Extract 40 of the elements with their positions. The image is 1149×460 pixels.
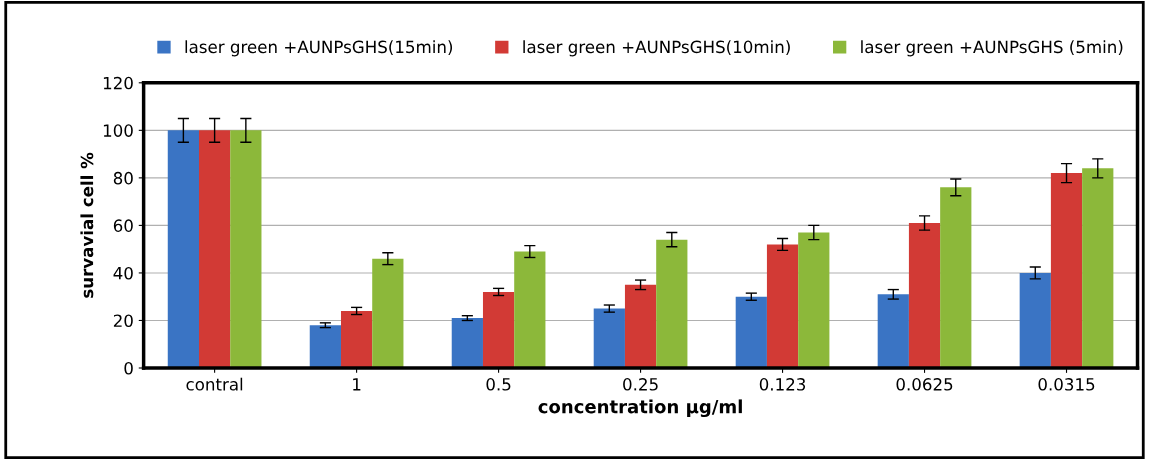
bar	[451, 318, 483, 368]
bar	[167, 130, 199, 368]
x-tick-label: 0.0315	[1038, 378, 1095, 391]
y-tick-label: 120	[103, 76, 133, 90]
bar	[940, 187, 972, 368]
bar	[877, 294, 909, 368]
bar	[735, 296, 767, 368]
bar	[798, 232, 830, 368]
x-tick-label: 0.25	[623, 378, 658, 391]
y-tick-label: 0	[124, 361, 133, 375]
x-tick-label: 0.0625	[896, 378, 953, 391]
bar	[372, 258, 404, 368]
bar	[199, 130, 231, 368]
bar	[593, 308, 625, 368]
legend-label: laser green +AUNPsGHS (5min)	[861, 40, 1123, 57]
y-tick-label: 100	[103, 124, 133, 137]
x-tick-label: 1	[353, 378, 361, 391]
y-axis-title: survavial cell %	[80, 152, 94, 298]
bar	[340, 310, 373, 368]
x-tick-label: 0.5	[486, 378, 511, 391]
legend-label: laser green +AUNPsGHS(10min)	[523, 40, 790, 57]
bar	[514, 251, 546, 368]
bar	[230, 130, 262, 368]
legend-label: laser green +AUNPsGHS(15min)	[185, 40, 453, 57]
x-tick-label: contral	[186, 377, 243, 391]
bar	[1050, 173, 1083, 368]
bar	[766, 244, 799, 368]
bar	[1019, 272, 1051, 368]
bar	[1082, 168, 1114, 368]
y-tick-label: 80	[113, 171, 133, 185]
y-tick-label: 60	[113, 219, 133, 232]
bar	[624, 284, 657, 368]
x-tick-label: 0.123	[759, 378, 806, 391]
bar	[309, 325, 341, 368]
y-tick-label: 40	[113, 266, 133, 280]
bar	[908, 223, 941, 368]
bar	[656, 239, 688, 368]
x-axis-title: concentration µg/ml	[538, 399, 742, 418]
y-tick-label: 20	[113, 314, 133, 328]
bar	[482, 291, 515, 368]
